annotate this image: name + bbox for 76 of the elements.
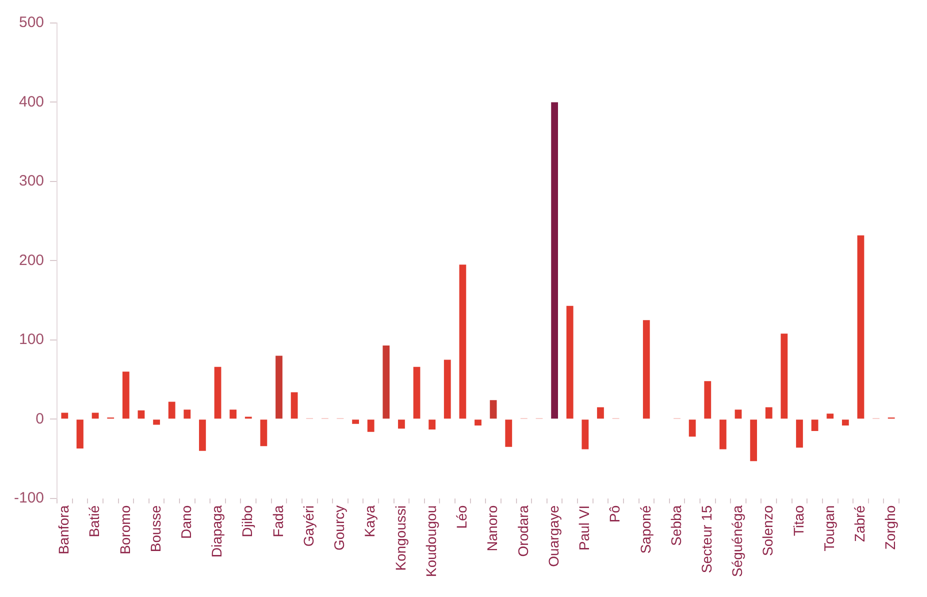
bar bbox=[153, 420, 160, 425]
bar bbox=[352, 420, 359, 424]
x-tick-label: Saponé bbox=[637, 505, 654, 554]
bar bbox=[76, 420, 84, 448]
bar bbox=[826, 414, 834, 419]
bar bbox=[184, 410, 191, 419]
y-tick-label: 100 bbox=[18, 331, 44, 348]
x-tick-label: Solenzo bbox=[760, 505, 776, 556]
x-tick-label: Secteur 15 bbox=[698, 505, 714, 574]
x-tick-label: Kaya bbox=[362, 505, 378, 538]
bar bbox=[857, 235, 864, 419]
y-tick-label: 300 bbox=[18, 172, 44, 190]
y-tick-label: 400 bbox=[18, 93, 44, 110]
bar bbox=[750, 420, 758, 462]
bar bbox=[413, 366, 420, 419]
bar bbox=[214, 366, 222, 419]
x-tick-label: Orodara bbox=[514, 505, 531, 557]
x-tick-label: Dano bbox=[178, 505, 194, 539]
x-tick-label: Nanoro bbox=[484, 505, 500, 552]
bar bbox=[796, 420, 803, 448]
y-tick-label: 500 bbox=[18, 14, 44, 32]
bar bbox=[780, 334, 788, 419]
x-tick-label: Zorgho bbox=[882, 505, 898, 550]
bar bbox=[704, 381, 712, 419]
y-tick-label: 200 bbox=[18, 252, 44, 269]
y-tick-label: 0 bbox=[36, 410, 44, 428]
bar bbox=[290, 392, 298, 419]
bar bbox=[260, 420, 268, 446]
bar bbox=[276, 356, 282, 419]
x-tick-label: Paul VI bbox=[576, 505, 592, 551]
x-tick-label: Séguénéga bbox=[729, 505, 746, 578]
bar bbox=[551, 102, 558, 419]
bar bbox=[138, 410, 145, 419]
y-tick-label: -100 bbox=[14, 490, 44, 507]
bar bbox=[382, 345, 390, 419]
bar bbox=[582, 420, 589, 450]
x-tick-label: Léo bbox=[454, 505, 470, 529]
bar bbox=[230, 410, 237, 419]
bar bbox=[566, 306, 574, 419]
bar bbox=[688, 420, 696, 437]
bar bbox=[505, 420, 512, 447]
x-tick-label: Gayéri bbox=[300, 505, 316, 547]
bar bbox=[474, 420, 482, 426]
bar bbox=[811, 420, 818, 432]
x-tick-label: Titao bbox=[790, 505, 806, 536]
bar bbox=[428, 420, 436, 430]
x-tick-label: Djibo bbox=[239, 505, 256, 538]
bar bbox=[720, 420, 726, 450]
bar bbox=[367, 420, 374, 432]
bar bbox=[597, 407, 604, 419]
x-tick-label: Batié bbox=[86, 505, 102, 538]
x-tick-label: Bousse bbox=[147, 505, 164, 552]
x-tick-label: Kongoussi bbox=[392, 505, 408, 571]
x-tick-label: Boromo bbox=[116, 505, 133, 554]
x-tick-label: Tougan bbox=[820, 505, 837, 552]
x-tick-label: Diapaga bbox=[208, 505, 225, 558]
bar bbox=[444, 360, 451, 419]
bar bbox=[199, 420, 206, 451]
bar bbox=[168, 402, 176, 419]
x-tick-label: Koudougou bbox=[422, 505, 439, 578]
x-tick-label: Banfora bbox=[56, 505, 72, 554]
bar bbox=[765, 407, 772, 419]
bar bbox=[398, 420, 405, 429]
bar bbox=[642, 320, 650, 419]
bar bbox=[122, 372, 130, 419]
bar bbox=[61, 412, 68, 419]
x-tick-label: Gourcy bbox=[331, 505, 348, 550]
x-tick-label: Zabré bbox=[852, 505, 868, 542]
x-tick-label: Sebba bbox=[668, 505, 684, 546]
x-tick-label: Pô bbox=[606, 505, 623, 522]
x-tick-label: Ouargaye bbox=[545, 505, 562, 567]
bar bbox=[490, 400, 497, 419]
bar bbox=[459, 264, 466, 419]
x-tick-label: Fada bbox=[270, 505, 286, 538]
bar bbox=[734, 410, 742, 419]
bar bbox=[842, 420, 849, 426]
